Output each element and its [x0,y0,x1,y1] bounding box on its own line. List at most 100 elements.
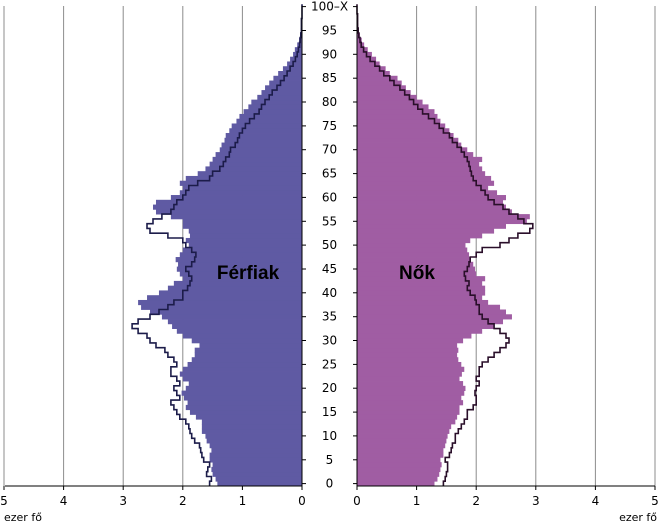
women-bar-age-52 [357,233,483,239]
men-bar-age-82 [261,90,302,96]
label-layer: 5 4 3 2 1 0 0 1 2 3 4 50510152025303540455055606570… [0,0,659,508]
axis-layer [3,6,656,490]
women-bar-age-5 [357,457,441,463]
men-bar-age-13 [201,419,302,425]
women-bar-age-12 [357,423,452,430]
men-bar-age-14 [195,414,302,420]
age-label: 30 [322,334,337,348]
men-bar-age-86 [278,71,302,77]
women-bar-age-68 [357,156,483,163]
women-bar-age-62 [357,185,489,191]
age-label: 100–X [311,0,348,14]
women-bar-age-81 [357,94,417,101]
men-bar-age-56 [170,214,302,220]
men-bar-age-62 [182,185,302,191]
men-bar-age-17 [187,400,302,406]
women-bar-age-82 [357,90,411,96]
women-bar-age-37 [357,304,501,310]
men-bar-age-83 [265,85,302,91]
women-bar-age-75 [357,123,446,129]
men-bar-age-46 [178,261,302,267]
women-bar-age-55 [357,218,527,225]
women-bar-age-61 [357,190,498,196]
men-bar-age-88 [287,61,302,67]
men-bar-age-20 [185,385,302,391]
women-bar-age-40 [357,290,486,296]
men-bar-age-80 [251,99,302,105]
men-bar-age-54 [182,223,302,229]
women-bar-age-8 [357,443,446,449]
women-bar-age-2 [357,471,440,477]
men-bar-age-60 [170,195,302,201]
women-bar-age-58 [357,204,506,210]
women-bar-age-16 [357,404,460,411]
men-bar-age-33 [172,323,302,329]
women-bar-age-64 [357,175,492,182]
men-bar-age-3 [211,466,302,473]
women-bar-age-36 [357,309,506,315]
women-bar-age-45 [357,266,476,272]
women-bar-age-90 [357,51,372,58]
women-bar-age-6 [357,452,444,458]
men-bar-age-7 [211,447,302,454]
women-bar-age-21 [357,381,464,387]
age-label: 0 [326,477,334,491]
men-bar-age-31 [182,333,302,339]
women-bar-age-1 [357,476,438,482]
women-bar-age-74 [357,128,450,134]
men-bar-age-38 [138,299,302,306]
men-bar-age-24 [182,366,302,372]
women-bar-age-57 [357,209,512,215]
men-bar-age-28 [194,347,302,353]
men-bar-age-36 [150,309,302,315]
women-outline-line [356,4,534,486]
x-tick-label: 3 [119,494,127,508]
women-bar-age-34 [357,319,504,325]
men-bar-age-40 [158,290,302,296]
age-label: 45 [322,262,337,276]
x-tick-label: 4 [60,494,68,508]
women-bar-age-83 [357,85,406,91]
x-tick-label: 1 [239,494,247,508]
men-bar-age-68 [212,156,302,163]
x-tick-label: 0 [353,494,361,508]
men-bar-age-53 [188,228,302,234]
men-bar-age-61 [179,190,302,196]
men-bar-age-50 [188,242,302,248]
women-bar-age-32 [357,328,483,334]
women-bar-age-18 [357,395,462,401]
men-bar-age-25 [187,361,302,368]
men-bar-age-23 [179,371,302,377]
women-bar-age-14 [357,414,458,420]
women-bar-age-72 [357,137,459,143]
men-bar-age-85 [273,75,302,81]
women-bar-age-77 [357,113,438,120]
men-bar-age-45 [176,266,302,272]
women-bar-age-91 [357,47,368,53]
men-bar-age-6 [209,452,302,458]
women-bar-age-38 [357,299,489,306]
series-label-women: Nők [399,263,435,284]
x-tick-label: 5 [0,494,8,508]
men-bar-age-75 [231,123,302,129]
women-bar-age-63 [357,180,495,186]
men-bar-age-59 [155,199,302,205]
men-bar-age-48 [179,252,302,258]
men-bar-age-51 [185,237,302,244]
men-bar-age-63 [179,180,302,186]
women-bar-age-87 [357,66,386,72]
age-label: 50 [322,238,337,252]
women-bar-age-25 [357,361,462,368]
x-tick-label: 2 [179,494,187,508]
women-bar-age-33 [357,323,495,329]
x-tick-label: 3 [532,494,540,508]
x-tick-label: 4 [592,494,600,508]
men-bar-age-29 [199,342,302,349]
men-bar-age-19 [181,390,302,396]
men-bar-age-67 [209,161,302,167]
men-bar-age-15 [189,409,302,415]
women-bar-age-41 [357,285,486,291]
age-label: 20 [322,381,337,395]
age-label: 90 [322,47,337,61]
